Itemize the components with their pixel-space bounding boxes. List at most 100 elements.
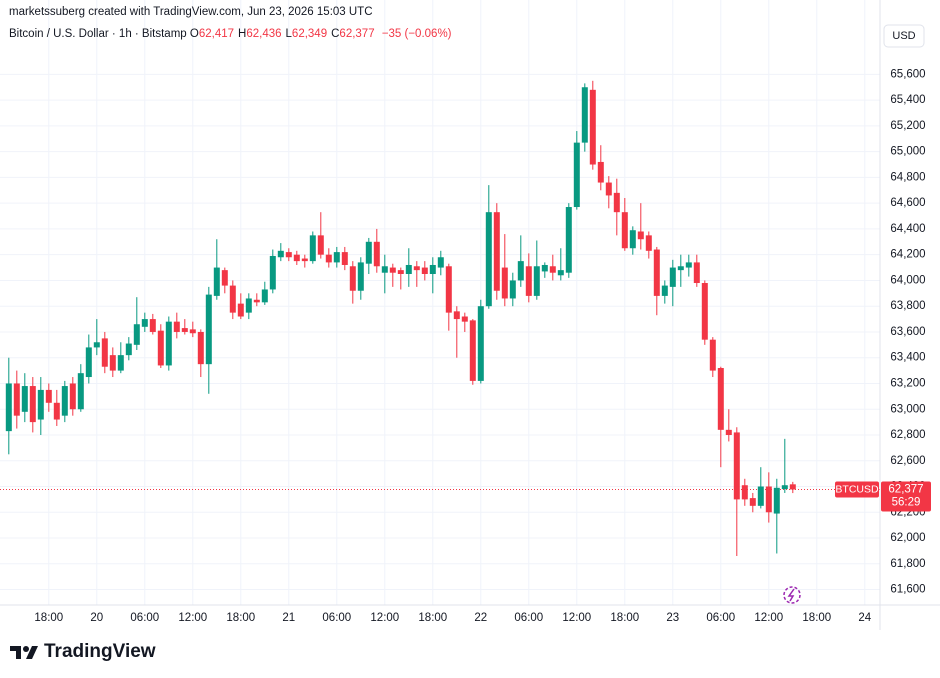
x-tick-label: 12:00 — [562, 612, 591, 624]
x-tick-label: 18:00 — [226, 612, 255, 624]
candle-body — [197, 331, 204, 365]
candle-body — [61, 386, 68, 416]
candle-body — [149, 319, 156, 332]
candle-body — [597, 161, 604, 183]
candle-body — [573, 142, 580, 208]
candle-body — [557, 270, 564, 276]
axes: 61,60061,80062,00062,20062,40062,60062,8… — [34, 68, 931, 624]
candle-body — [45, 389, 52, 403]
candle-body — [789, 484, 796, 490]
candle-body — [293, 254, 300, 262]
legend-key: L — [285, 28, 292, 40]
y-tick-label: 64,000 — [890, 274, 925, 286]
x-tick-label: 12:00 — [178, 612, 207, 624]
candle-body — [181, 328, 188, 332]
candle-body — [621, 212, 628, 249]
logo-icon — [10, 646, 38, 659]
candle-body — [725, 429, 732, 435]
candle-body — [757, 486, 764, 506]
y-tick-label: 64,800 — [890, 171, 925, 183]
y-tick-label: 65,600 — [890, 68, 925, 80]
candle-body — [373, 241, 380, 267]
candle-body — [469, 320, 476, 381]
candle-body — [533, 266, 540, 296]
grid — [0, 0, 880, 605]
candle-body — [517, 261, 524, 281]
countdown: 56:29 — [892, 497, 921, 509]
candle-body — [525, 266, 532, 296]
candle-body — [37, 389, 44, 420]
candle-body — [741, 485, 748, 500]
candle-body — [237, 303, 244, 317]
x-tick-label: 18:00 — [610, 612, 639, 624]
y-tick-label: 64,600 — [890, 197, 925, 209]
candle-body — [701, 283, 708, 340]
candle-body — [477, 306, 484, 381]
replay-icon[interactable] — [783, 586, 801, 604]
candle-body — [277, 250, 284, 258]
candle-body — [261, 289, 268, 303]
y-tick-label: 62,800 — [890, 429, 925, 441]
candle-body — [101, 338, 108, 367]
candles — [5, 80, 796, 557]
candle-body — [5, 383, 12, 432]
candle-body — [221, 270, 228, 286]
x-tick-label: 06:00 — [706, 612, 735, 624]
legend-key: O — [189, 28, 199, 40]
candle-body — [301, 258, 308, 262]
ohlc: O62,417 H62,436 L62,349 C62,377 — [190, 28, 379, 40]
candle-body — [117, 355, 124, 371]
candle-body — [349, 266, 356, 291]
candle-body — [325, 254, 332, 263]
symbol-legend: Bitcoin / U.S. Dollar · 1h · Bitstamp O6… — [9, 28, 452, 40]
candle-body — [693, 262, 700, 284]
x-tick-label: 22 — [474, 612, 487, 624]
candle-body — [645, 235, 652, 251]
candle-body — [309, 235, 316, 262]
candle-body — [541, 264, 548, 272]
candle-body — [53, 402, 60, 420]
candle-body — [357, 262, 364, 291]
candle-body — [13, 383, 20, 416]
candle-body — [669, 267, 676, 287]
x-tick-label: 06:00 — [130, 612, 159, 624]
candle-body — [581, 87, 588, 143]
logo[interactable]: TradingView — [10, 641, 156, 663]
x-tick-label: 23 — [666, 612, 679, 624]
candle-body — [685, 262, 692, 268]
candle-body — [205, 294, 212, 365]
header: marketssuberg created with TradingView.c… — [9, 6, 373, 18]
x-tick-label: 06:00 — [514, 612, 543, 624]
candle-body — [157, 330, 164, 366]
candle-body — [493, 212, 500, 291]
candle-body — [125, 343, 132, 356]
x-tick-label: 12:00 — [754, 612, 783, 624]
y-tick-label: 61,600 — [890, 584, 925, 596]
candle-body — [749, 498, 756, 506]
candle-body — [213, 267, 220, 296]
currency-box[interactable] — [883, 24, 925, 48]
currency: USD — [892, 30, 915, 42]
candle-body — [397, 270, 404, 274]
candle-body — [341, 252, 348, 265]
candle-body — [389, 267, 396, 273]
candle-body — [173, 321, 180, 332]
legend-value: 62,349 — [291, 28, 328, 40]
candle-body — [165, 321, 172, 366]
y-tick-label: 65,200 — [890, 120, 925, 132]
candle-body — [317, 235, 324, 255]
candle-body — [709, 339, 716, 371]
candle-body — [93, 342, 100, 348]
candle-body — [437, 257, 444, 268]
candle-body — [773, 487, 780, 514]
y-tick-label: 65,000 — [890, 146, 925, 158]
candle-body — [501, 267, 508, 299]
x-tick-label: 06:00 — [322, 612, 351, 624]
y-tick-label: 62,000 — [890, 532, 925, 544]
candle-body — [605, 182, 612, 196]
candle-body — [629, 230, 636, 249]
x-tick-label: 21 — [282, 612, 295, 624]
candle-body — [245, 298, 252, 313]
symbol: Bitcoin / U.S. Dollar · 1h · Bitstamp — [9, 28, 187, 40]
